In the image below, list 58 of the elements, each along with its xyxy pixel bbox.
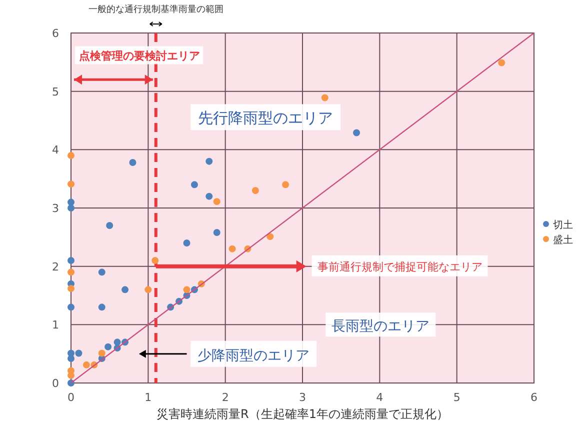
point bbox=[75, 350, 82, 357]
point bbox=[228, 245, 236, 252]
point bbox=[98, 304, 106, 311]
point bbox=[68, 355, 74, 362]
point bbox=[68, 204, 74, 212]
point bbox=[98, 268, 106, 276]
annotation: 少降雨型のエリア bbox=[198, 348, 310, 364]
annotation: 長雨型のエリア bbox=[332, 318, 430, 335]
point bbox=[68, 304, 74, 311]
point bbox=[129, 159, 136, 166]
point bbox=[353, 129, 360, 136]
annotation: 事前通行規制で捕捉可能なエリア bbox=[317, 260, 482, 274]
x-tick-label: 5 bbox=[453, 391, 460, 404]
ref-line-label: 一般的な通行規制基準雨量の範囲 bbox=[88, 4, 224, 15]
point bbox=[213, 198, 220, 206]
y-tick-label: 3 bbox=[52, 202, 59, 215]
y-tick-label: 6 bbox=[52, 27, 59, 40]
point bbox=[190, 181, 198, 188]
y-tick-label: 5 bbox=[52, 85, 59, 98]
point bbox=[213, 229, 220, 236]
point bbox=[183, 240, 190, 246]
point bbox=[144, 286, 152, 294]
x-tick-label: 1 bbox=[144, 391, 152, 404]
x-tick-label: 4 bbox=[376, 391, 384, 404]
point bbox=[282, 181, 290, 188]
annotation: 先行降雨型のエリア bbox=[198, 109, 334, 128]
point bbox=[122, 286, 129, 294]
x-tick-label: 6 bbox=[530, 391, 538, 404]
x-tick-label: 2 bbox=[222, 391, 229, 404]
point bbox=[206, 158, 213, 165]
point bbox=[498, 59, 506, 66]
point bbox=[68, 268, 74, 276]
point bbox=[68, 285, 74, 292]
point bbox=[152, 257, 159, 264]
legend-label: 切土 bbox=[553, 219, 573, 231]
point bbox=[68, 257, 74, 264]
x-tick-label: 3 bbox=[299, 391, 306, 404]
y-tick-label: 0 bbox=[52, 377, 59, 390]
x-axis-title: 災害時連続雨量R（生起確率1年の連続雨量で正規化） bbox=[156, 407, 448, 421]
y-tick-label: 4 bbox=[52, 144, 59, 157]
point bbox=[68, 198, 74, 206]
point bbox=[68, 180, 74, 188]
x-tick-label: 0 bbox=[68, 391, 74, 404]
y-tick-label: 1 bbox=[52, 318, 59, 332]
point bbox=[183, 286, 190, 294]
point bbox=[206, 192, 213, 200]
point bbox=[68, 152, 74, 159]
point bbox=[82, 361, 90, 368]
point bbox=[98, 350, 106, 357]
point bbox=[104, 343, 112, 350]
point bbox=[321, 94, 328, 102]
point bbox=[252, 187, 259, 194]
point bbox=[106, 222, 114, 229]
point bbox=[266, 233, 274, 240]
point bbox=[114, 338, 121, 346]
y-tick-label: 2 bbox=[52, 260, 59, 274]
legend-label: 盛土 bbox=[553, 234, 573, 246]
annotation: 点検管理の要検討エリア bbox=[79, 49, 200, 62]
